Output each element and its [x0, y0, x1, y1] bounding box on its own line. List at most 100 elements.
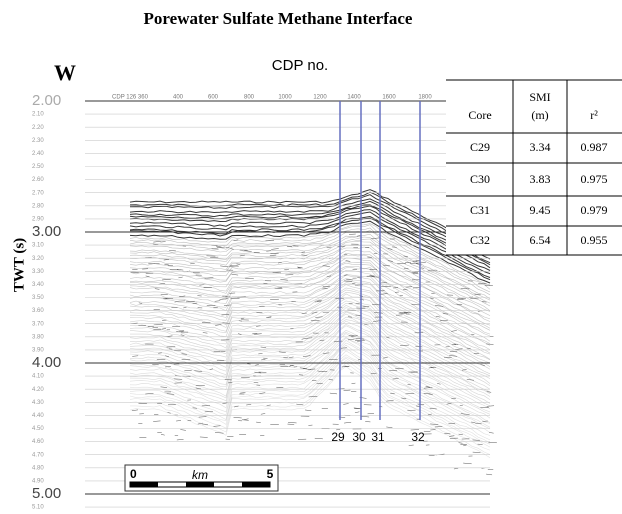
speckle — [429, 297, 434, 299]
reflector — [129, 354, 491, 444]
cdp-label: 1200 — [313, 95, 327, 101]
speckle — [271, 248, 279, 250]
speckle — [227, 382, 233, 384]
speckle — [400, 344, 409, 346]
speckle — [486, 473, 493, 476]
speckle — [160, 434, 165, 436]
table: Core SMI (m) r² — [446, 79, 622, 256]
core-lines: 29 30 31 32 — [331, 101, 425, 444]
speckle — [274, 287, 283, 289]
speckle — [288, 422, 297, 424]
speckle — [154, 288, 160, 290]
speckle — [202, 332, 208, 334]
speckle — [161, 328, 167, 330]
speckle — [233, 239, 239, 241]
speckle — [181, 353, 187, 355]
speckle — [222, 322, 231, 324]
speckle — [145, 392, 154, 395]
speckle — [255, 364, 259, 366]
speckle — [343, 403, 349, 405]
y-minor-label: 3.20 — [32, 256, 44, 262]
reflector — [129, 311, 491, 393]
y-major-label: 2.00 — [32, 92, 61, 109]
speckle — [345, 260, 351, 262]
speckle — [315, 316, 323, 318]
reflector — [129, 331, 491, 415]
speckle — [453, 343, 459, 345]
y-major-label: 4.00 — [32, 354, 61, 371]
reflector — [129, 254, 491, 322]
reflector — [129, 357, 491, 448]
core-label: 29 — [331, 430, 345, 444]
speckle — [319, 339, 325, 341]
speckle — [430, 423, 439, 425]
speckle — [486, 405, 495, 407]
y-minor-label: 3.80 — [32, 334, 44, 340]
y-minor-label: 4.30 — [32, 400, 44, 406]
scale-seg — [130, 482, 158, 487]
reflector — [129, 307, 491, 387]
speckle — [216, 246, 225, 249]
speckle — [337, 245, 346, 247]
speckle — [167, 264, 173, 267]
y-minor-label: 4.90 — [32, 478, 44, 484]
speckle — [317, 300, 322, 302]
core-label: 30 — [352, 430, 366, 444]
speckle — [424, 387, 433, 389]
speckle — [463, 444, 467, 447]
reflector — [129, 250, 491, 316]
speckle — [310, 319, 320, 322]
reflector — [129, 340, 491, 428]
y-minor-label: 2.30 — [32, 138, 44, 144]
reflector — [129, 205, 491, 269]
speckle — [383, 356, 388, 359]
speckle — [354, 411, 360, 413]
speckle — [240, 317, 245, 320]
cdp-label: CDP 126 360 — [112, 95, 149, 101]
table-cell: 9.45 — [530, 203, 551, 217]
table-body: C29 3.34 0.987 C30 3.83 0.975 C31 9.45 0.979 C32 6… — [470, 140, 608, 247]
speckle — [246, 404, 252, 406]
speckle — [209, 368, 214, 370]
speckle — [486, 391, 492, 393]
speckle — [260, 346, 267, 348]
speckle — [458, 442, 463, 444]
y-minor-label: 3.70 — [32, 321, 44, 327]
speckle — [261, 359, 266, 361]
speckle — [463, 462, 472, 465]
speckle — [398, 312, 408, 314]
table-cell: 0.979 — [581, 203, 608, 217]
speckle — [386, 400, 394, 402]
speckle — [213, 425, 221, 427]
speckle — [163, 259, 170, 261]
speckle — [392, 377, 399, 380]
reflector — [129, 224, 491, 290]
speckle — [164, 264, 169, 266]
y-minor-label: 4.70 — [32, 452, 44, 458]
cdp-label: 1800 — [418, 95, 432, 101]
scale-bar: 0 km 5 — [124, 464, 279, 492]
speckle — [256, 325, 261, 327]
scale-seg — [242, 482, 270, 487]
speckle — [428, 454, 435, 456]
speckle — [343, 254, 348, 256]
speckle — [297, 266, 303, 269]
y-minor-label: 2.70 — [32, 190, 44, 196]
speckle — [386, 426, 393, 428]
table-cell: 0.987 — [581, 140, 608, 154]
speckle — [239, 254, 245, 257]
speckle — [230, 248, 234, 250]
reflector — [129, 220, 491, 284]
reflector — [129, 293, 491, 370]
header-smi-unit: (m) — [531, 108, 548, 122]
table-cell: C30 — [470, 172, 490, 186]
speckle — [404, 311, 412, 314]
speckle — [412, 260, 418, 263]
reflector — [129, 337, 491, 424]
speckle — [277, 262, 282, 264]
speckle — [355, 338, 365, 340]
speckle — [278, 351, 286, 353]
y-minor-label: 4.50 — [32, 426, 44, 432]
speckle — [195, 387, 202, 390]
table-bg — [446, 80, 622, 255]
